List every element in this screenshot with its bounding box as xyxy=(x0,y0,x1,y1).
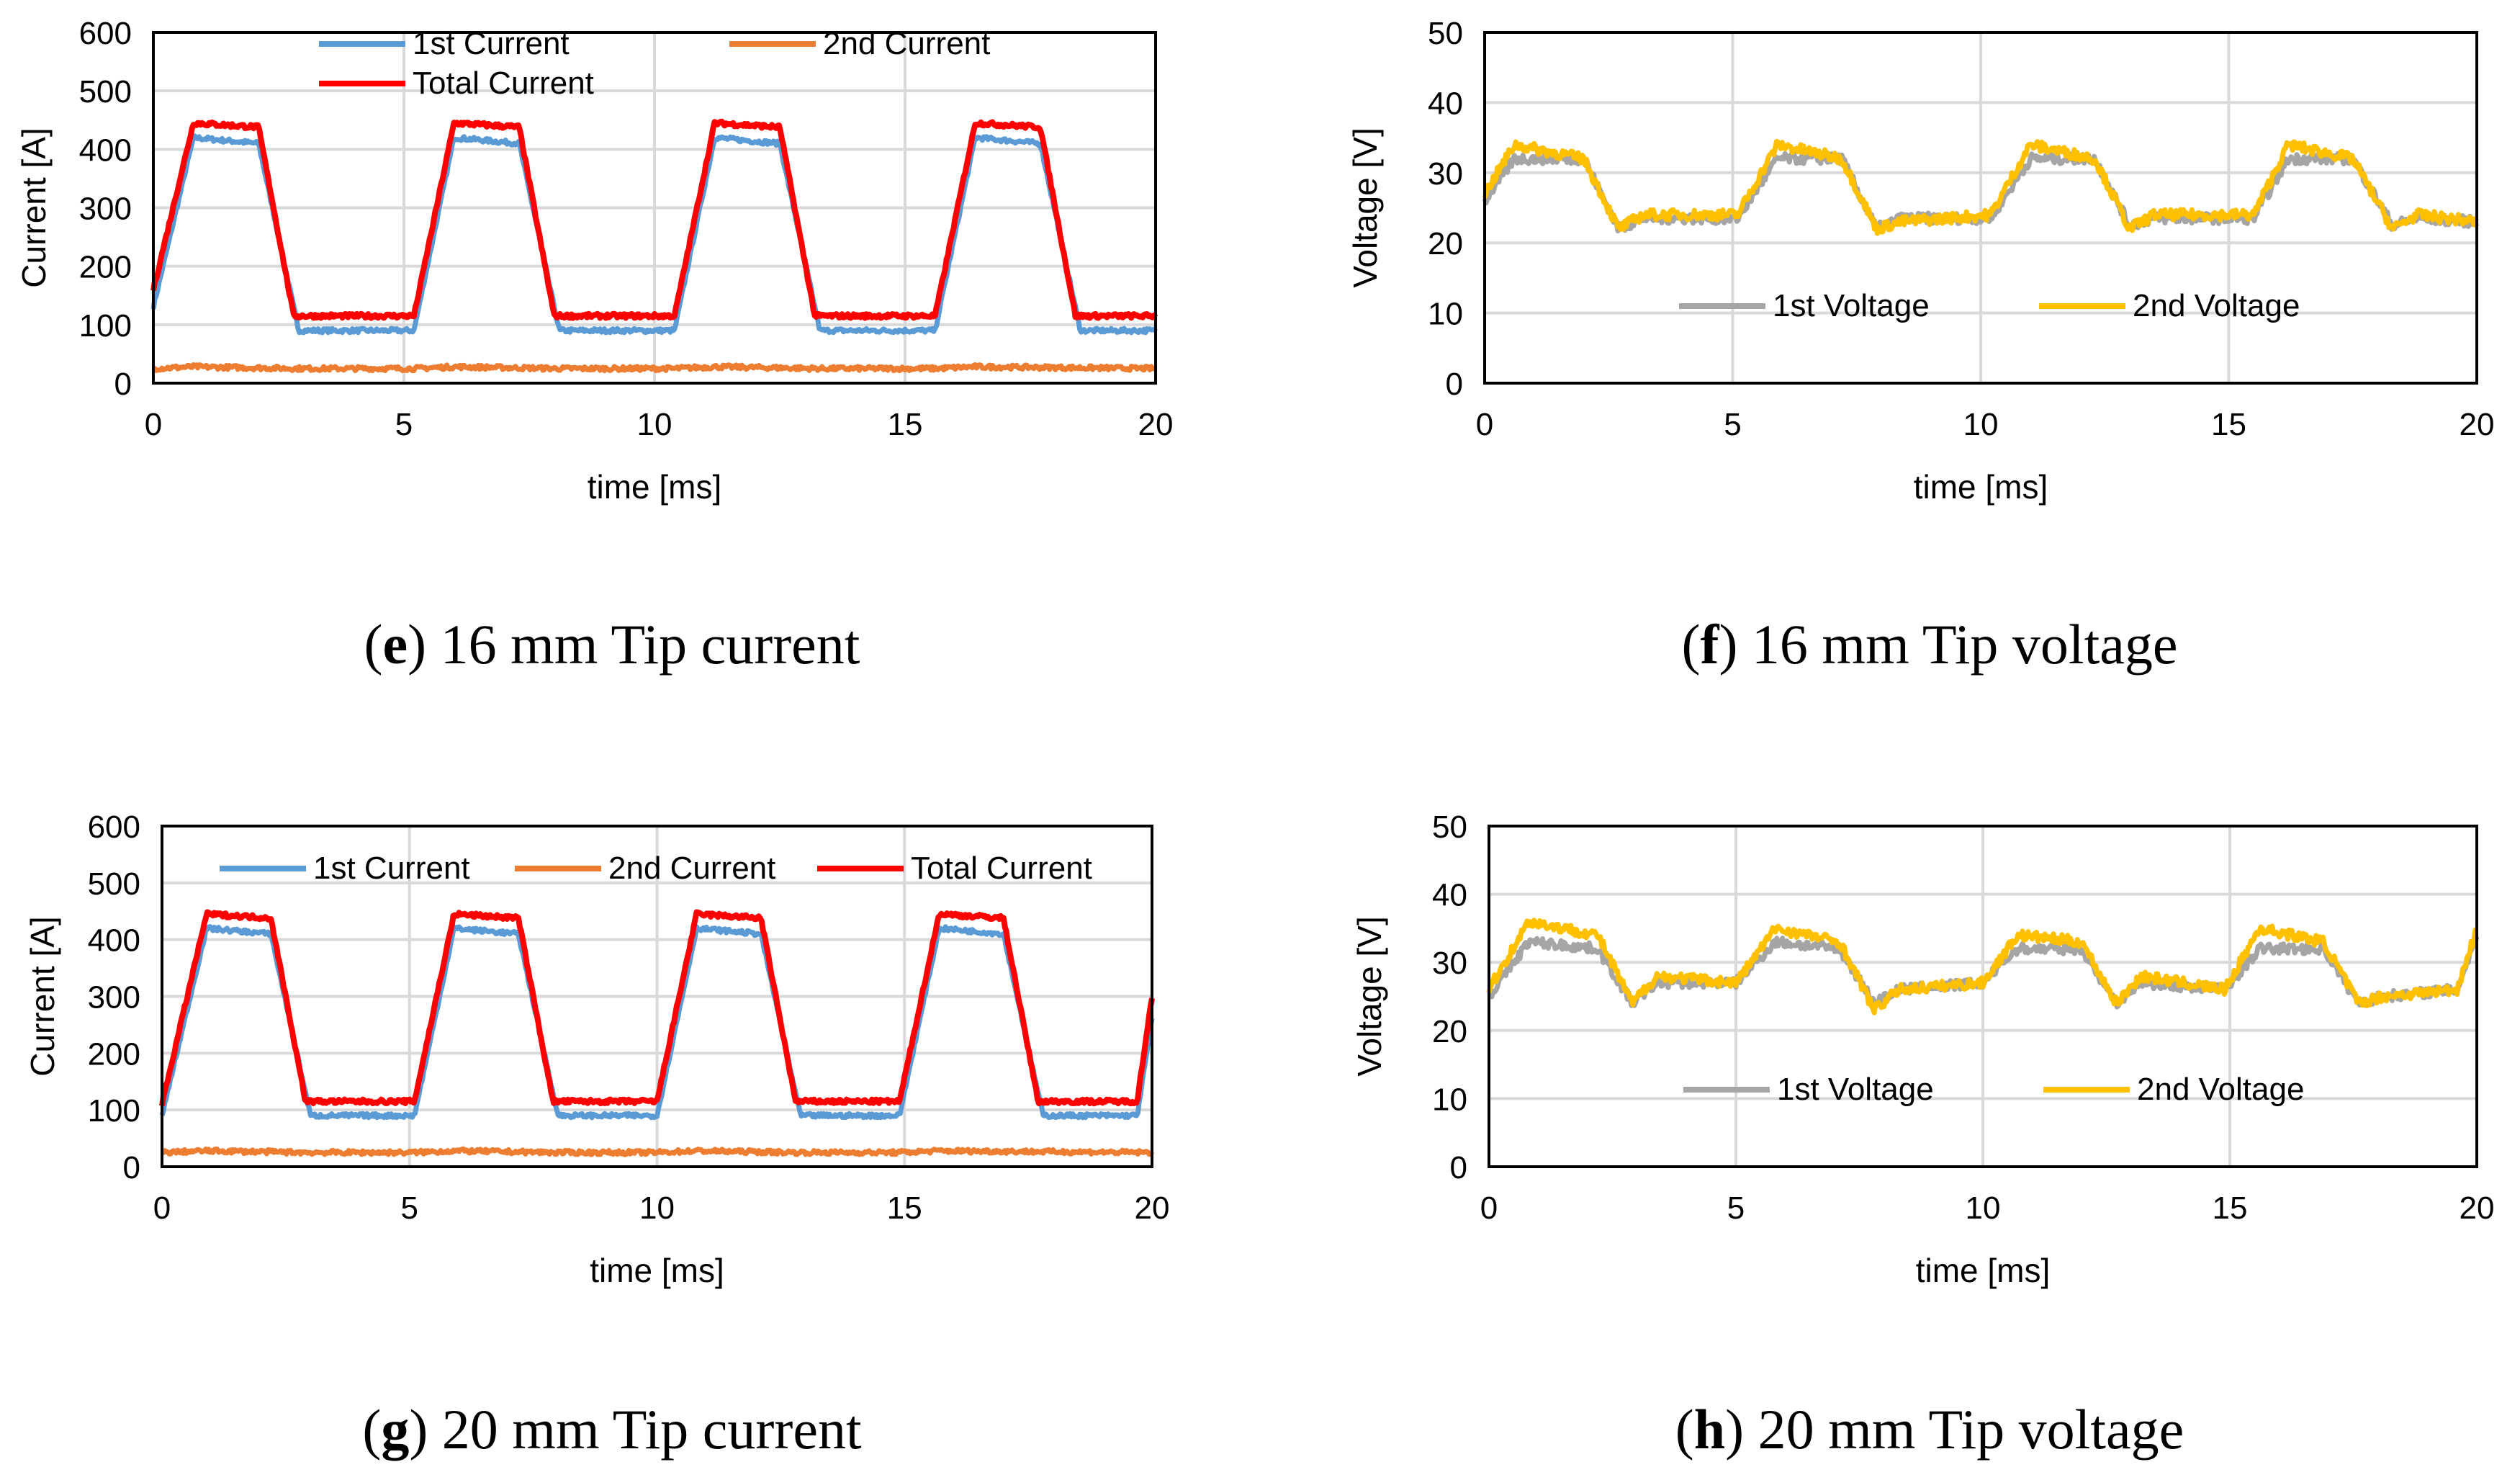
series-line-total-current xyxy=(159,909,1155,1107)
y-tick-label: 10 xyxy=(1432,1082,1467,1117)
plot-frame xyxy=(161,825,1153,1168)
y-tick-label: 10 xyxy=(1428,297,1463,332)
x-axis-title: time [ms] xyxy=(1914,468,2048,506)
x-tick-label: 0 xyxy=(145,407,162,442)
legend-label: 1st Voltage xyxy=(1773,288,1930,323)
series-line-2nd-current xyxy=(152,362,1157,374)
x-tick-label: 5 xyxy=(1724,407,1741,442)
x-tick-label: 10 xyxy=(639,1190,675,1226)
series-line-1st-current xyxy=(159,924,1155,1121)
y-tick-label: 20 xyxy=(1432,1014,1467,1049)
panel-f-voltage-chart: 0 5 10 15 20 0 10 20 30 40 50 time [ms] Voltage [V] 1… xyxy=(1346,16,2494,506)
y-axis-title: Current [A] xyxy=(15,127,53,287)
plot-frame xyxy=(1488,825,2478,1168)
caption-e-letter: e xyxy=(382,613,408,676)
x-tick-label: 20 xyxy=(2460,1190,2495,1226)
y-tick-label: 400 xyxy=(79,133,132,168)
caption-e: (e) 16 mm Tip current xyxy=(364,613,860,676)
y-tick-label: 300 xyxy=(88,980,140,1015)
legend-label: 2nd Current xyxy=(608,851,775,886)
series-line-total-current xyxy=(150,118,1158,321)
y-tick-label: 0 xyxy=(123,1150,140,1185)
series-line-2nd-current xyxy=(161,1146,1155,1157)
y-tick-label: 100 xyxy=(88,1093,140,1129)
x-tick-label: 5 xyxy=(395,407,413,442)
caption-h-text: 20 mm Tip voltage xyxy=(1758,1398,2184,1461)
x-tick-label: 0 xyxy=(153,1190,171,1226)
y-tick-label: 40 xyxy=(1428,86,1463,121)
plot-frame xyxy=(152,31,1157,385)
legend-label: 2nd Voltage xyxy=(2133,288,2300,323)
caption-h: (h) 20 mm Tip voltage xyxy=(1675,1398,2184,1461)
y-tick-label: 50 xyxy=(1432,809,1467,845)
x-axis-title: time [ms] xyxy=(588,468,722,506)
y-tick-label: 500 xyxy=(88,866,140,902)
x-tick-label: 10 xyxy=(1966,1190,2001,1226)
x-tick-label: 20 xyxy=(1135,1190,1170,1226)
y-tick-label: 600 xyxy=(79,16,132,51)
x-tick-label: 20 xyxy=(1138,407,1174,442)
x-tick-label: 15 xyxy=(888,407,923,442)
legend-label: Total Current xyxy=(413,66,594,101)
plot-frame xyxy=(1483,31,2478,385)
caption-g-letter: g xyxy=(381,1398,410,1461)
x-tick-label: 20 xyxy=(2460,407,2495,442)
caption-g: (g) 20 mm Tip current xyxy=(362,1398,862,1461)
series-line-1st-current xyxy=(150,133,1158,336)
y-tick-label: 200 xyxy=(79,250,132,285)
y-tick-label: 20 xyxy=(1428,226,1463,261)
y-axis-title: Current [A] xyxy=(24,916,61,1076)
y-axis-title: Voltage [V] xyxy=(1351,916,1388,1077)
legend-label: 1st Current xyxy=(413,26,570,61)
y-tick-label: 40 xyxy=(1432,878,1467,913)
x-tick-label: 0 xyxy=(1480,1190,1498,1226)
caption-h-letter: h xyxy=(1693,1398,1726,1461)
caption-f: (f) 16 mm Tip voltage xyxy=(1681,613,2178,676)
y-tick-label: 100 xyxy=(79,308,132,344)
x-tick-label: 5 xyxy=(401,1190,418,1226)
y-tick-label: 0 xyxy=(1446,367,1463,402)
legend-label: 2nd Current xyxy=(823,26,990,61)
y-tick-label: 300 xyxy=(79,192,132,227)
y-tick-label: 400 xyxy=(88,923,140,959)
legend-label: 1st Current xyxy=(313,851,470,886)
x-tick-label: 15 xyxy=(2213,1190,2248,1226)
y-tick-label: 0 xyxy=(1450,1150,1467,1185)
legend-label: 1st Voltage xyxy=(1777,1072,1934,1107)
y-tick-label: 0 xyxy=(114,367,132,402)
x-tick-label: 15 xyxy=(887,1190,922,1226)
x-tick-label: 0 xyxy=(1476,407,1493,442)
y-tick-label: 200 xyxy=(88,1036,140,1072)
caption-g-text: 20 mm Tip current xyxy=(441,1398,862,1461)
x-axis-title: time [ms] xyxy=(590,1252,724,1289)
y-tick-label: 30 xyxy=(1428,156,1463,192)
legend-label: Total Current xyxy=(911,851,1092,886)
x-tick-label: 10 xyxy=(1963,407,1999,442)
legend-label: 2nd Voltage xyxy=(2137,1072,2304,1107)
caption-e-text: 16 mm Tip current xyxy=(440,613,860,676)
x-axis-title: time [ms] xyxy=(1916,1252,2051,1289)
y-tick-label: 30 xyxy=(1432,946,1467,981)
panel-h-voltage-chart: 0 5 10 15 20 0 10 20 30 40 50 time [ms] Voltage [V] 1… xyxy=(1351,809,2494,1289)
x-tick-label: 15 xyxy=(2211,407,2246,442)
series-line-2nd-voltage xyxy=(1486,918,2478,1015)
x-tick-label: 5 xyxy=(1727,1190,1745,1226)
y-tick-label: 500 xyxy=(79,74,132,109)
caption-f-text: 16 mm Tip voltage xyxy=(1751,613,2178,676)
series-line-2nd-voltage xyxy=(1482,138,2479,236)
x-tick-label: 10 xyxy=(637,407,672,442)
caption-f-letter: f xyxy=(1700,613,1719,676)
y-tick-label: 600 xyxy=(88,809,140,845)
y-tick-label: 50 xyxy=(1428,16,1463,51)
y-axis-title: Voltage [V] xyxy=(1346,127,1384,288)
